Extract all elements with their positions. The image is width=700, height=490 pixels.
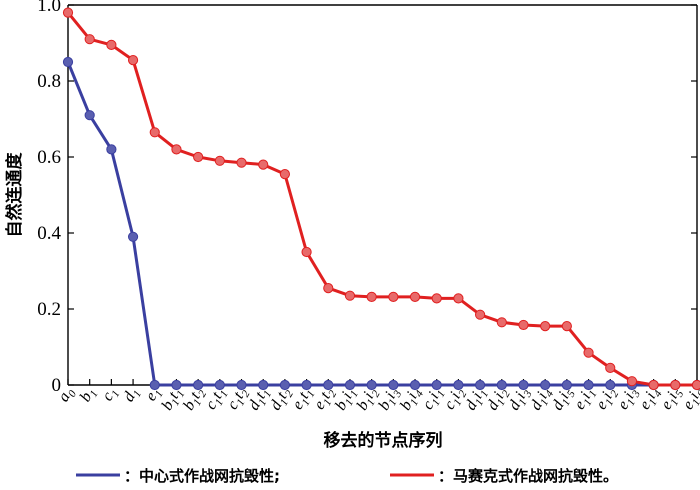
- series-1-point: [561, 321, 572, 332]
- series-0-point: [84, 110, 95, 121]
- series-1-point: [409, 291, 421, 302]
- y-tick-label: 0.8: [37, 71, 61, 92]
- y-axis-title: 自然连通度: [4, 152, 25, 238]
- series-0-point: [149, 379, 160, 391]
- x-tick-label: d1: [120, 385, 144, 407]
- series-layer: [62, 7, 700, 391]
- series-1-point: [279, 169, 290, 180]
- series-1-point: [323, 283, 334, 294]
- series-1-point: [62, 7, 74, 18]
- series-0-point: [258, 379, 269, 391]
- series-0-point: [431, 379, 442, 391]
- series-0-point: [323, 379, 334, 391]
- series-0-point: [279, 379, 290, 391]
- series-1-point: [605, 362, 616, 373]
- series-0-point: [388, 379, 399, 391]
- series-1-point: [496, 317, 507, 328]
- series-0-point: [475, 379, 486, 391]
- series-0-point: [171, 379, 182, 391]
- y-tick-label: 0: [52, 375, 62, 396]
- series-1-point: [648, 379, 659, 391]
- series-0-point: [583, 379, 594, 391]
- series-0-point: [127, 231, 139, 242]
- series-line-1: [66, 11, 697, 387]
- y-tick-label: 0.4: [37, 223, 61, 244]
- series-line-0: [66, 61, 697, 387]
- series-1-point: [388, 291, 399, 302]
- legend: ：中心式作战网抗毁性; ：马赛克式作战网抗毁性。: [76, 467, 618, 485]
- series-1-point: [301, 246, 312, 258]
- series-1-point: [518, 319, 529, 331]
- series-0-point: [106, 144, 117, 155]
- series-1-point: [193, 151, 204, 163]
- x-tick-label: e1i2: [593, 384, 622, 414]
- series-1-point: [670, 379, 681, 391]
- y-tick-label: 0.6: [37, 147, 61, 168]
- series-0-point: [561, 379, 572, 391]
- x-tick-label: c1: [99, 385, 123, 406]
- series-1-point: [626, 376, 638, 387]
- series-0-point: [518, 379, 529, 391]
- series-1-point: [691, 379, 700, 391]
- series-1-point: [258, 159, 269, 170]
- legend-label-central: ：中心式作战网抗毁性;: [124, 467, 280, 485]
- series-1-point: [84, 34, 95, 45]
- series-0-point: [214, 379, 225, 391]
- series-1-point: [214, 155, 225, 166]
- y-tick-label: 1.0: [37, 0, 61, 16]
- series-0-point: [605, 379, 616, 391]
- series-1-point: [453, 293, 464, 304]
- series-0-point: [193, 379, 204, 391]
- series-0-point: [540, 379, 551, 391]
- series-0-point: [301, 379, 312, 391]
- series-1-point: [236, 157, 247, 168]
- series-1-point: [475, 309, 486, 320]
- x-axis-title: 移去的节点序列: [324, 430, 443, 451]
- series-1-point: [106, 39, 117, 51]
- series-1-point: [431, 293, 442, 304]
- series-1-point: [171, 144, 182, 155]
- series-0-point: [496, 379, 507, 391]
- series-0-point: [62, 56, 74, 68]
- y-ticks: 0 0.2 0.4 0.6 0.8 1.0: [37, 0, 697, 396]
- x-tick-label: b1: [77, 385, 101, 407]
- series-0-point: [409, 379, 421, 391]
- series-0-point: [366, 379, 377, 391]
- series-1-point: [366, 291, 377, 302]
- series-1-point: [149, 127, 160, 138]
- plot-area: [67, 4, 698, 386]
- series-0-point: [453, 379, 464, 391]
- legend-label-mosaic: ：马赛克式作战网抗毁性。: [438, 467, 618, 485]
- series-1-point: [583, 347, 594, 358]
- series-1-point: [540, 321, 551, 332]
- series-0-point: [236, 379, 247, 391]
- series-1-point: [127, 55, 139, 66]
- series-0-point: [344, 379, 356, 391]
- y-tick-label: 0.2: [37, 299, 61, 320]
- series-1-point: [344, 290, 356, 301]
